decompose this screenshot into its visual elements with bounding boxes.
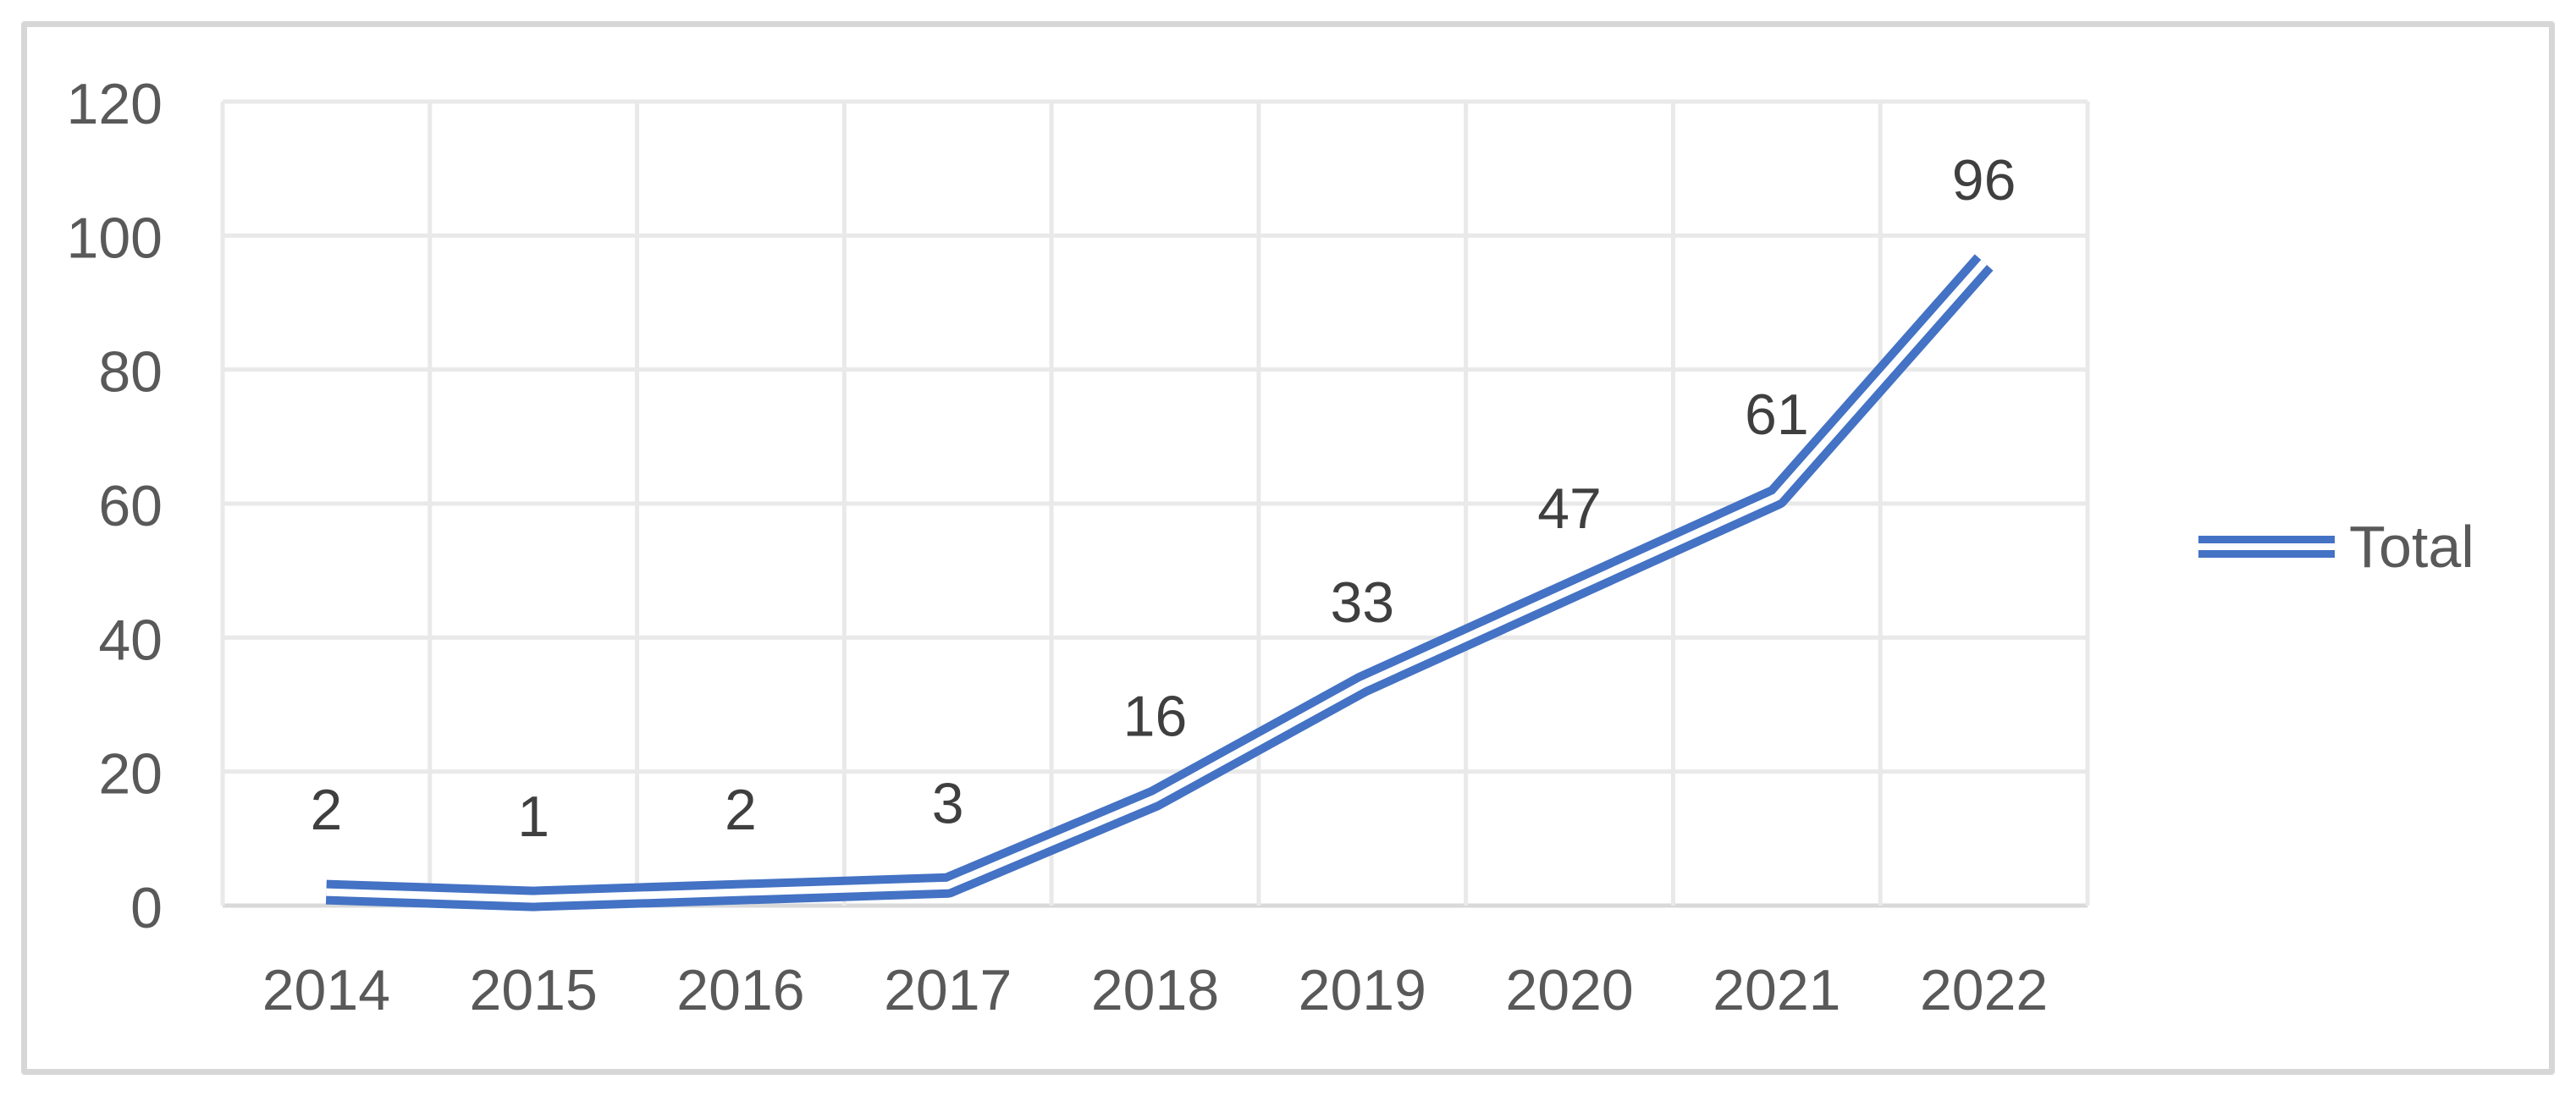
data-label: 2 xyxy=(725,778,757,842)
data-label: 33 xyxy=(1330,570,1394,635)
y-axis-tick-label: 80 xyxy=(98,340,163,405)
data-label: 2 xyxy=(310,778,342,842)
data-label: 16 xyxy=(1123,684,1188,748)
x-axis-tick-label: 2016 xyxy=(676,958,804,1022)
data-label: 47 xyxy=(1537,476,1602,541)
x-axis-tick-label: 2014 xyxy=(262,958,390,1022)
y-axis-tick-label: 0 xyxy=(130,876,163,940)
data-label: 3 xyxy=(932,771,964,835)
x-axis-tick-label: 2015 xyxy=(470,958,598,1022)
y-axis-tick-label: 100 xyxy=(67,206,163,270)
x-axis-tick-label: 2021 xyxy=(1713,958,1840,1022)
x-axis-tick-label: 2017 xyxy=(884,958,1012,1022)
y-axis-tick-label: 20 xyxy=(98,742,163,807)
data-label: 61 xyxy=(1745,383,1809,447)
x-axis-tick-label: 2022 xyxy=(1920,958,2048,1022)
y-axis-tick-label: 40 xyxy=(98,608,163,672)
series-line-total-outer xyxy=(325,254,1994,911)
x-axis-tick-label: 2018 xyxy=(1091,958,1219,1022)
series-line-total-inner-stripe xyxy=(326,260,1987,903)
x-axis-tick-label: 2019 xyxy=(1299,958,1426,1022)
legend-label: Total xyxy=(2349,514,2474,580)
data-label: 96 xyxy=(1952,148,2016,212)
y-axis-tick-label: 120 xyxy=(67,72,163,136)
y-axis-tick-label: 60 xyxy=(98,474,163,538)
x-axis-tick-label: 2020 xyxy=(1505,958,1633,1022)
data-label: 1 xyxy=(517,785,549,849)
